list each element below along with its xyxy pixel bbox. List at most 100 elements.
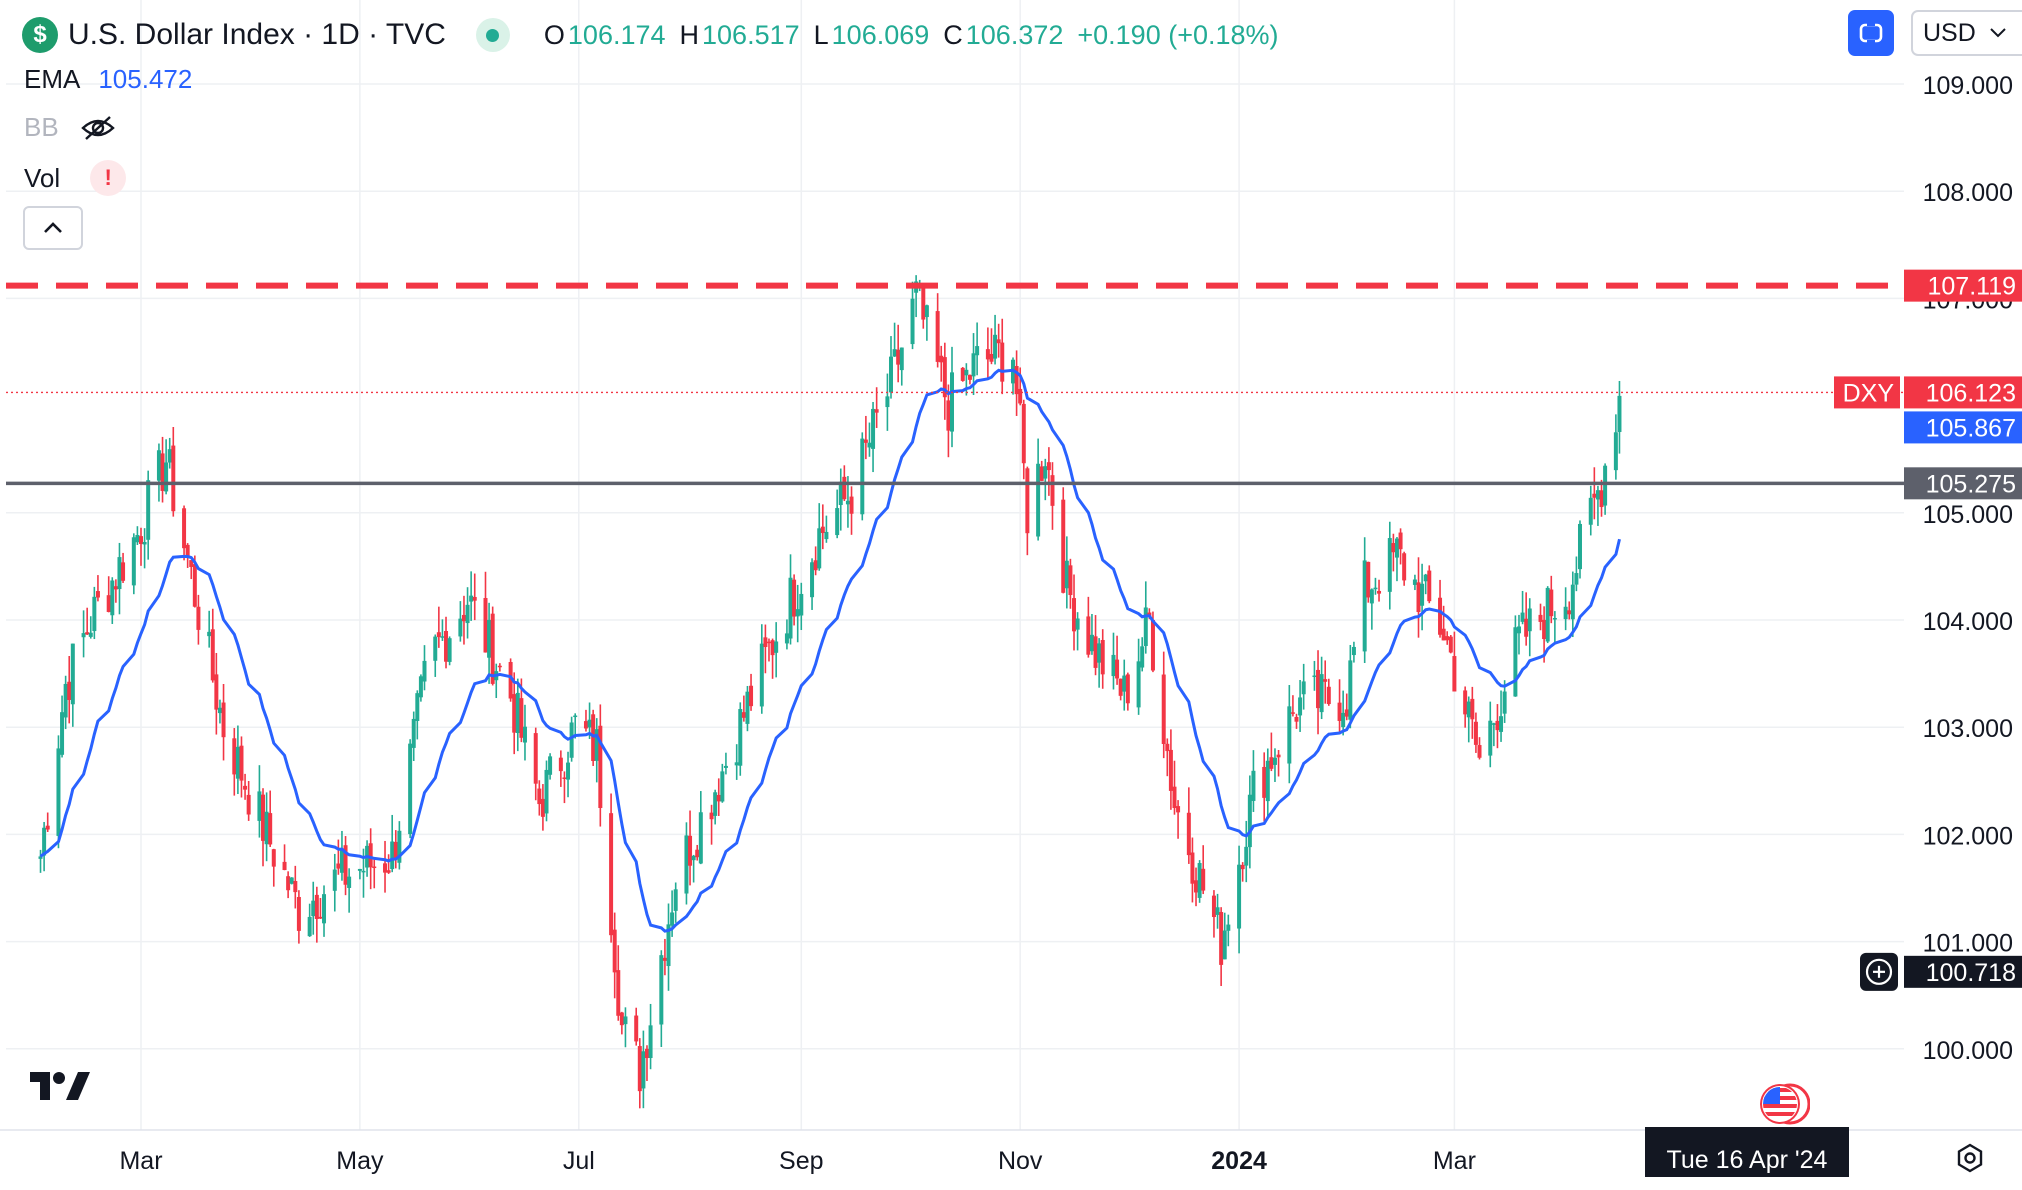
- candle-body: [1570, 584, 1575, 620]
- candle-body: [332, 869, 337, 891]
- candle-body: [1298, 697, 1303, 716]
- tradingview-logo[interactable]: [30, 1072, 92, 1104]
- candle-body: [709, 812, 714, 820]
- candle-body: [698, 812, 703, 864]
- collapse-legend-button[interactable]: [23, 206, 83, 250]
- indicator-vol[interactable]: Vol !: [24, 160, 127, 196]
- y-tick-label: 105.000: [1923, 501, 2013, 529]
- plus-circle-icon: [1865, 958, 1893, 985]
- candle-body: [135, 534, 140, 543]
- ema-line: [39, 368, 1621, 933]
- candle-body: [766, 641, 771, 644]
- candle-body: [598, 725, 603, 808]
- candle-body: [1499, 716, 1504, 732]
- market-open-icon: [475, 18, 510, 52]
- candle-body: [490, 613, 495, 684]
- candle-body: [185, 544, 190, 558]
- candle-body: [497, 665, 502, 668]
- candle-body: [142, 542, 147, 545]
- candle-body: [662, 957, 667, 961]
- candle-body: [243, 785, 248, 790]
- warning-icon[interactable]: !: [90, 160, 127, 196]
- candle-body: [411, 718, 416, 748]
- candle-body: [1567, 610, 1572, 615]
- candle-body: [795, 609, 800, 617]
- indicator-bb[interactable]: BB: [24, 112, 115, 143]
- candle-body: [88, 632, 93, 637]
- candle-body: [1000, 342, 1005, 382]
- candle-body: [1068, 565, 1073, 596]
- high-value: 106.517: [702, 19, 800, 50]
- indicator-ema[interactable]: EMA 105.472: [24, 64, 192, 95]
- candle-body: [1452, 656, 1457, 692]
- candle-body: [1265, 760, 1270, 802]
- settings-gear-icon[interactable]: [1955, 1143, 1985, 1173]
- candle-body: [566, 762, 571, 780]
- candle-body: [1516, 626, 1521, 634]
- candle-body: [641, 1051, 646, 1089]
- ema-price-label: 105.867: [1926, 414, 2016, 442]
- last-price-label-bg: [1904, 376, 2022, 409]
- x-tick-label: May: [336, 1147, 384, 1175]
- candle-body: [1222, 930, 1227, 960]
- candle-body: [1513, 627, 1518, 697]
- candle-body: [232, 738, 237, 775]
- candle-body: [508, 662, 513, 699]
- candle-body: [1463, 690, 1468, 715]
- x-tick-label: Jul: [563, 1147, 595, 1175]
- candle-body: [788, 577, 793, 639]
- candle-body: [770, 640, 775, 656]
- candle-body: [993, 334, 998, 359]
- symbol-badge-bg: [1834, 376, 1900, 409]
- chevron-down-icon: [1990, 28, 2006, 38]
- candle-body: [361, 870, 366, 873]
- high-label: H: [679, 19, 700, 50]
- candle-body: [390, 841, 395, 870]
- candle-body: [587, 719, 592, 728]
- candle-body: [774, 641, 779, 653]
- symbol-title[interactable]: U.S. Dollar Index · 1D · TVC: [68, 18, 446, 51]
- candle-body: [1186, 812, 1191, 856]
- candle-body: [60, 712, 65, 755]
- candle-body: [261, 794, 266, 841]
- candle-body: [182, 508, 187, 549]
- candle-body: [343, 845, 348, 885]
- candle-body: [1394, 538, 1399, 558]
- candle-body: [1542, 619, 1547, 640]
- candle-body: [1294, 716, 1299, 722]
- candle-body: [1272, 757, 1277, 765]
- ema-value: 105.472: [98, 64, 193, 94]
- candle-body: [415, 693, 420, 721]
- candle-body: [623, 1016, 628, 1025]
- candle-body: [634, 1015, 639, 1042]
- candle-body: [422, 660, 427, 682]
- candle-body: [139, 536, 143, 544]
- candle-body: [472, 596, 477, 601]
- candle-body: [1312, 675, 1317, 678]
- candle-body: [1441, 628, 1446, 641]
- candle-body: [648, 1025, 653, 1058]
- candle-body: [239, 745, 244, 781]
- candle-body: [813, 560, 818, 571]
- currency-select[interactable]: USD: [1911, 10, 2022, 56]
- crosshair-date-label-bg: [1645, 1127, 1849, 1177]
- chart-header: $ U.S. Dollar Index · 1D · TVC O 106.174…: [22, 14, 1293, 56]
- candle-body: [971, 353, 976, 377]
- candle-body: [1075, 618, 1080, 630]
- candle-body: [81, 633, 86, 638]
- candle-body: [1244, 846, 1249, 866]
- candle-body: [1237, 864, 1242, 929]
- candle-body: [573, 715, 578, 718]
- candle-body: [189, 560, 194, 567]
- candle-body: [347, 876, 352, 888]
- candle-body: [720, 771, 725, 802]
- candle-body: [946, 400, 951, 431]
- currency-value: USD: [1923, 18, 1976, 47]
- candle-body: [867, 442, 872, 448]
- candle-body: [960, 367, 965, 381]
- candle-body: [322, 894, 327, 924]
- fullscreen-button[interactable]: [1848, 10, 1894, 56]
- eye-off-icon[interactable]: [80, 115, 115, 141]
- candle-body: [117, 557, 122, 590]
